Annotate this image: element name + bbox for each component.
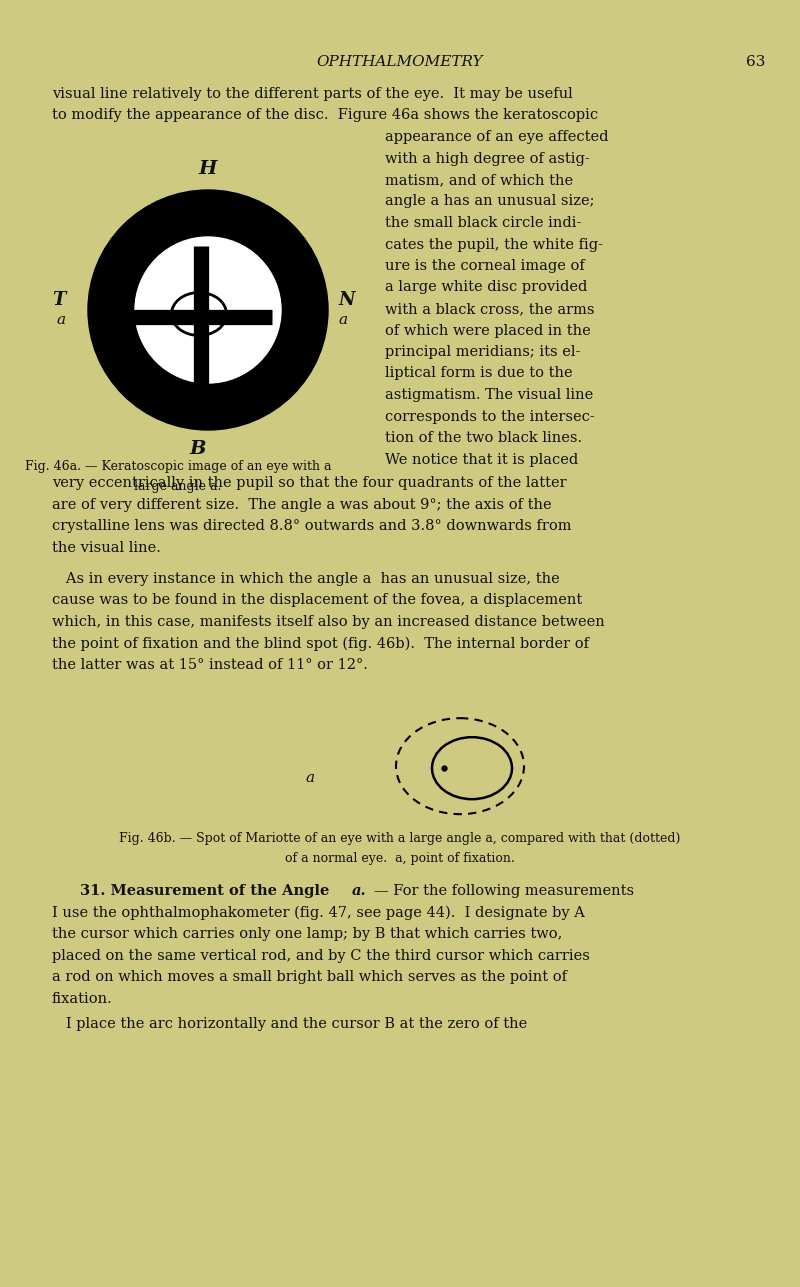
Text: the visual line.: the visual line.	[52, 541, 161, 555]
Text: matism, and of which the: matism, and of which the	[385, 172, 573, 187]
Text: Fig. 46a. — Keratoscopic image of an eye with a: Fig. 46a. — Keratoscopic image of an eye…	[25, 459, 331, 474]
Text: — For the following measurements: — For the following measurements	[374, 884, 634, 898]
Text: We notice that it is placed: We notice that it is placed	[385, 453, 578, 466]
Circle shape	[88, 190, 328, 430]
Text: are of very different size.  The angle a was about 9°; the axis of the: are of very different size. The angle a …	[52, 498, 552, 511]
Text: N: N	[338, 291, 354, 309]
Text: the small black circle indi-: the small black circle indi-	[385, 216, 582, 230]
Text: a rod on which moves a small bright ball which serves as the point of: a rod on which moves a small bright ball…	[52, 970, 567, 985]
Text: of a normal eye.  a, point of fixation.: of a normal eye. a, point of fixation.	[285, 852, 515, 865]
Text: crystalline lens was directed 8.8° outwards and 3.8° downwards from: crystalline lens was directed 8.8° outwa…	[52, 519, 571, 533]
Text: which, in this case, manifests itself also by an increased distance between: which, in this case, manifests itself al…	[52, 615, 605, 628]
Text: Fig. 46b. — Spot of Mariotte of an eye with a large angle a, compared with that : Fig. 46b. — Spot of Mariotte of an eye w…	[119, 833, 681, 846]
Text: cause was to be found in the displacement of the fovea, a displacement: cause was to be found in the displacemen…	[52, 593, 582, 607]
Text: the cursor which carries only one lamp; by B that which carries two,: the cursor which carries only one lamp; …	[52, 927, 562, 941]
Text: ure is the corneal image of: ure is the corneal image of	[385, 259, 585, 273]
Text: B: B	[190, 440, 206, 458]
Text: OPHTHALMOMETRY: OPHTHALMOMETRY	[317, 55, 483, 69]
Text: a large white disc provided: a large white disc provided	[385, 281, 587, 295]
Text: fixation.: fixation.	[52, 992, 113, 1005]
Text: a: a	[57, 313, 66, 327]
Text: a.: a.	[352, 884, 366, 898]
Text: corresponds to the intersec-: corresponds to the intersec-	[385, 409, 594, 423]
Text: of which were placed in the: of which were placed in the	[385, 323, 590, 337]
Text: astigmatism. The visual line: astigmatism. The visual line	[385, 387, 594, 402]
Text: liptical form is due to the: liptical form is due to the	[385, 367, 573, 381]
Text: 31. Measurement of the Angle: 31. Measurement of the Angle	[80, 884, 330, 898]
Text: a: a	[338, 313, 347, 327]
Text: the latter was at 15° instead of 11° or 12°.: the latter was at 15° instead of 11° or …	[52, 658, 368, 672]
Text: T: T	[53, 291, 66, 309]
Text: appearance of an eye affected: appearance of an eye affected	[385, 130, 609, 144]
Text: the point of fixation and the blind spot (fig. 46b).  The internal border of: the point of fixation and the blind spot…	[52, 636, 589, 650]
Text: a: a	[306, 771, 314, 785]
Text: 63: 63	[746, 55, 765, 69]
Text: cates the pupil, the white fig-: cates the pupil, the white fig-	[385, 238, 603, 251]
Text: large angle a.: large angle a.	[134, 480, 222, 493]
Text: I place the arc horizontally and the cursor B at the zero of the: I place the arc horizontally and the cur…	[52, 1018, 527, 1031]
Text: I use the ophthalmophakometer (fig. 47, see page 44).  I designate by A: I use the ophthalmophakometer (fig. 47, …	[52, 906, 585, 920]
Text: placed on the same vertical rod, and by C the third cursor which carries: placed on the same vertical rod, and by …	[52, 949, 590, 963]
Text: As in every instance in which the angle a  has an unusual size, the: As in every instance in which the angle …	[52, 571, 560, 586]
Text: angle a has an unusual size;: angle a has an unusual size;	[385, 194, 594, 208]
Text: principal meridians; its el-: principal meridians; its el-	[385, 345, 580, 359]
Text: with a high degree of astig-: with a high degree of astig-	[385, 152, 590, 166]
Text: with a black cross, the arms: with a black cross, the arms	[385, 302, 594, 317]
Circle shape	[135, 237, 281, 384]
Text: very eccentrically in the pupil so that the four quadrants of the latter: very eccentrically in the pupil so that …	[52, 476, 566, 490]
Text: tion of the two black lines.: tion of the two black lines.	[385, 431, 582, 445]
Text: visual line relatively to the different parts of the eye.  It may be useful: visual line relatively to the different …	[52, 88, 573, 100]
Text: to modify the appearance of the disc.  Figure 46a shows the keratoscopic: to modify the appearance of the disc. Fi…	[52, 108, 598, 122]
Text: H: H	[199, 160, 217, 178]
